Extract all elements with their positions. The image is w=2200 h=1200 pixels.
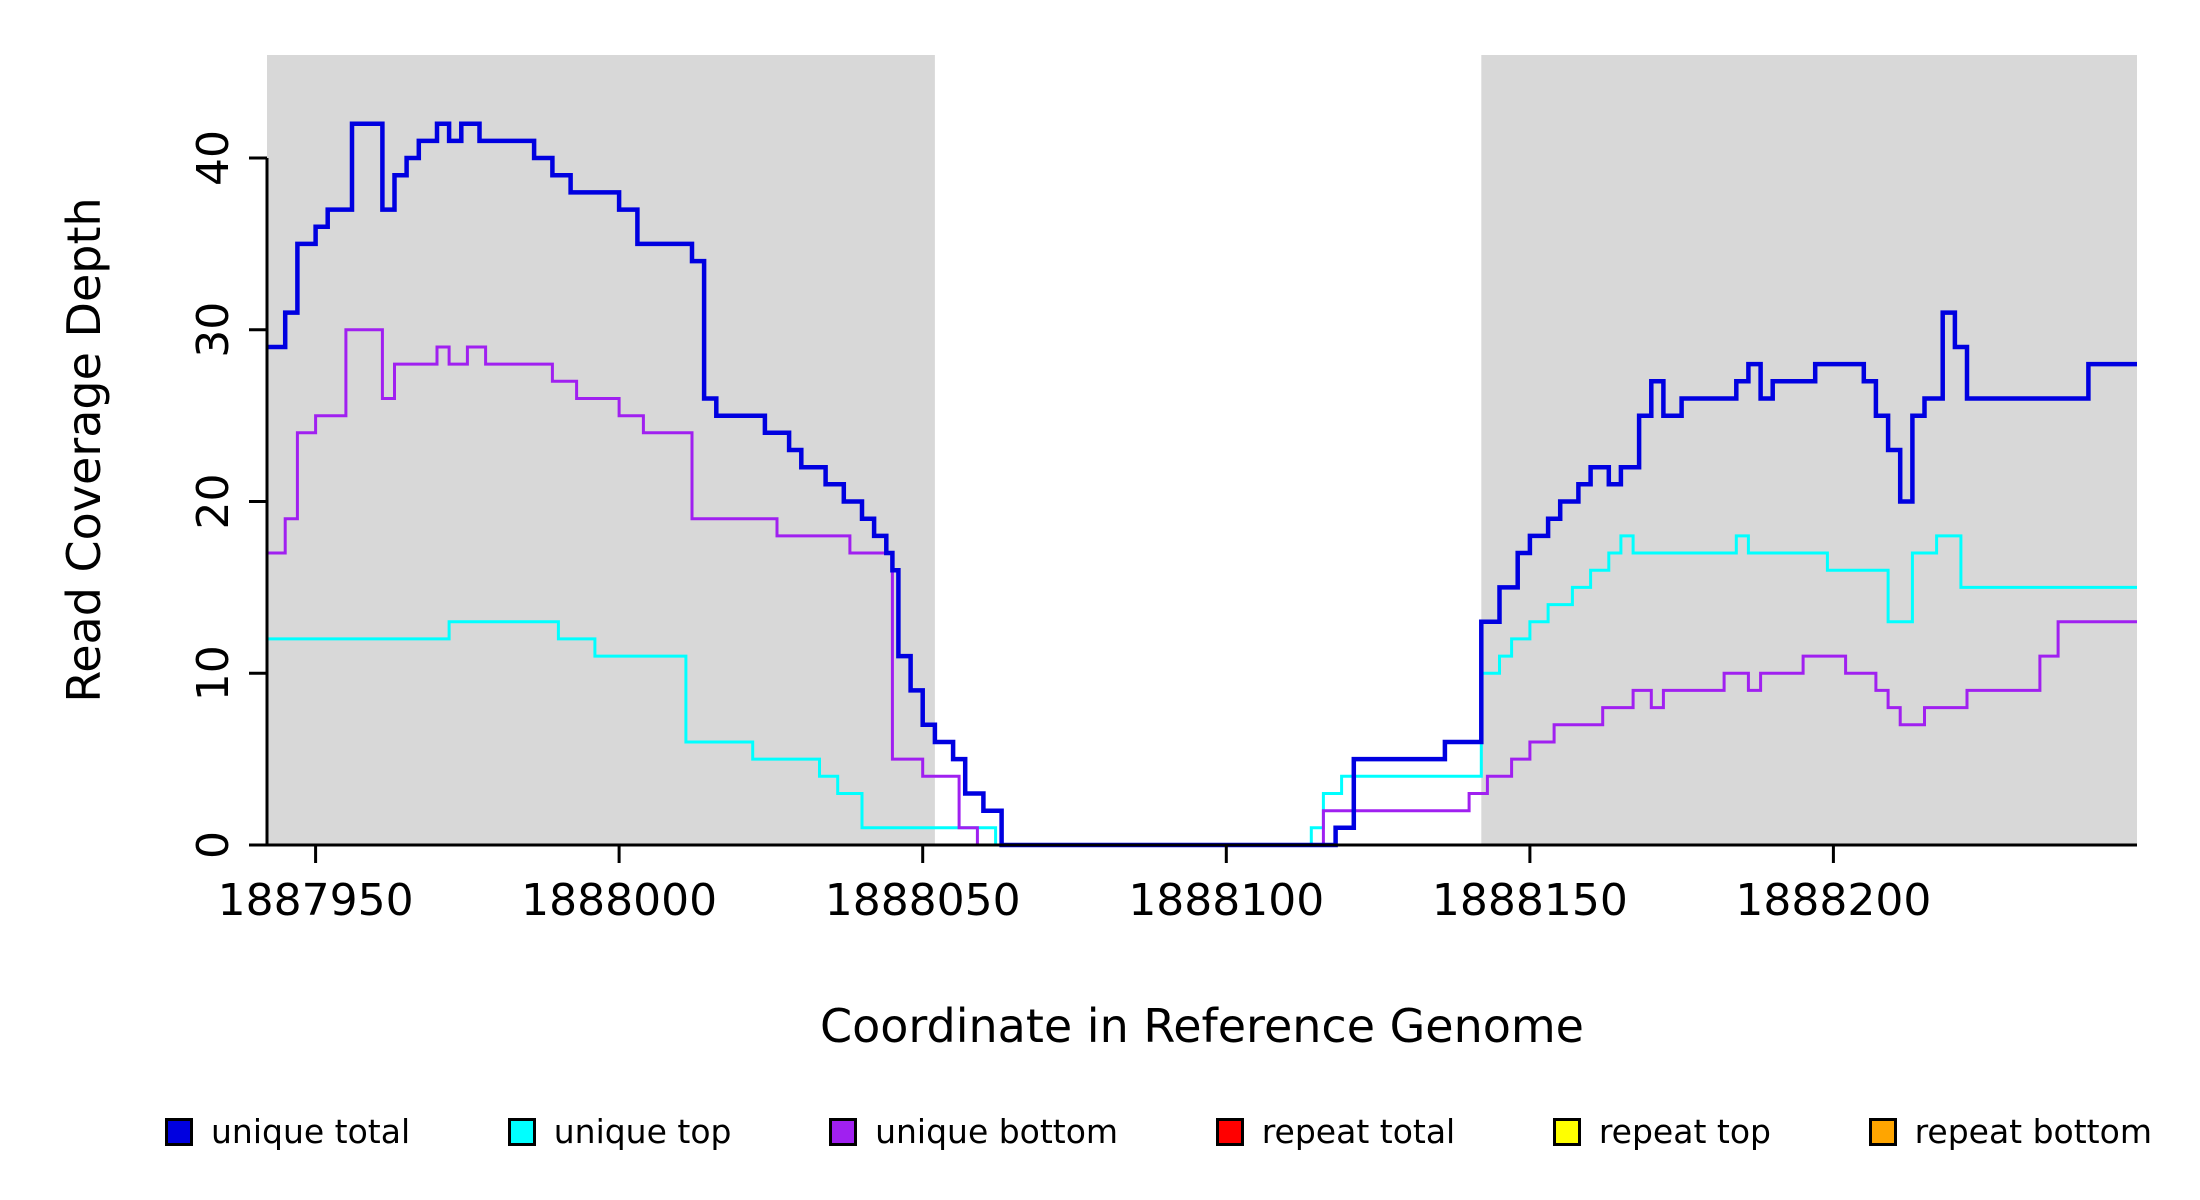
legend-label-repeat-bottom: repeat bottom xyxy=(1914,1112,2152,1151)
series-line-unique-top xyxy=(267,534,2137,847)
x-tick-label: 1888000 xyxy=(521,875,717,926)
x-tick-label: 1888050 xyxy=(825,875,1021,926)
shaded-region xyxy=(1481,55,2137,845)
legend-item-repeat-total: repeat total xyxy=(1215,1112,1456,1151)
legend-swatch-unique-bottom xyxy=(829,1117,858,1146)
x-tick-label: 1888150 xyxy=(1432,875,1628,926)
legend-swatch-unique-top xyxy=(507,1117,536,1146)
series-line-unique-total xyxy=(267,121,2137,848)
series-line-unique-bottom xyxy=(267,328,2137,847)
legend-label-repeat-total: repeat total xyxy=(1261,1112,1456,1151)
legend-swatch-repeat-top xyxy=(1552,1117,1581,1146)
x-tick-label: 1888100 xyxy=(1128,875,1324,926)
y-axis-title: Read Coverage Depth xyxy=(57,197,111,702)
repeat-shaded-regions xyxy=(267,55,2137,845)
y-tick-label: 20 xyxy=(188,474,239,530)
x-tick-label: 1887950 xyxy=(218,875,414,926)
legend-label-unique-total: unique total xyxy=(211,1112,411,1151)
x-tick-label: 1888200 xyxy=(1735,875,1931,926)
y-tick-label: 10 xyxy=(188,645,239,701)
y-tick-label: 40 xyxy=(188,130,239,186)
axes: 0 10 20 30 40 1887950 1888000 1888050 1888100 188… xyxy=(188,130,2137,926)
legend-item-unique-bottom: unique bottom xyxy=(829,1112,1118,1151)
y-tick-label: 30 xyxy=(188,302,239,358)
x-axis-title: Coordinate in Reference Genome xyxy=(820,999,1584,1053)
y-tick-label: 0 xyxy=(188,831,239,859)
legend: unique total unique top unique bottom repea… xyxy=(165,1112,2152,1151)
legend-label-repeat-top: repeat top xyxy=(1598,1112,1771,1151)
legend-item-unique-top: unique top xyxy=(507,1112,732,1151)
legend-item-repeat-top: repeat top xyxy=(1552,1112,1771,1151)
legend-swatch-unique-total xyxy=(165,1117,193,1146)
legend-label-unique-top: unique top xyxy=(553,1112,732,1151)
legend-item-unique-total: unique total xyxy=(165,1112,410,1151)
legend-swatch-repeat-total xyxy=(1215,1117,1244,1146)
shaded-region xyxy=(267,55,935,845)
legend-label-unique-bottom: unique bottom xyxy=(875,1112,1119,1151)
legend-swatch-repeat-bottom xyxy=(1868,1117,1897,1146)
legend-item-repeat-bottom: repeat bottom xyxy=(1868,1112,2152,1151)
